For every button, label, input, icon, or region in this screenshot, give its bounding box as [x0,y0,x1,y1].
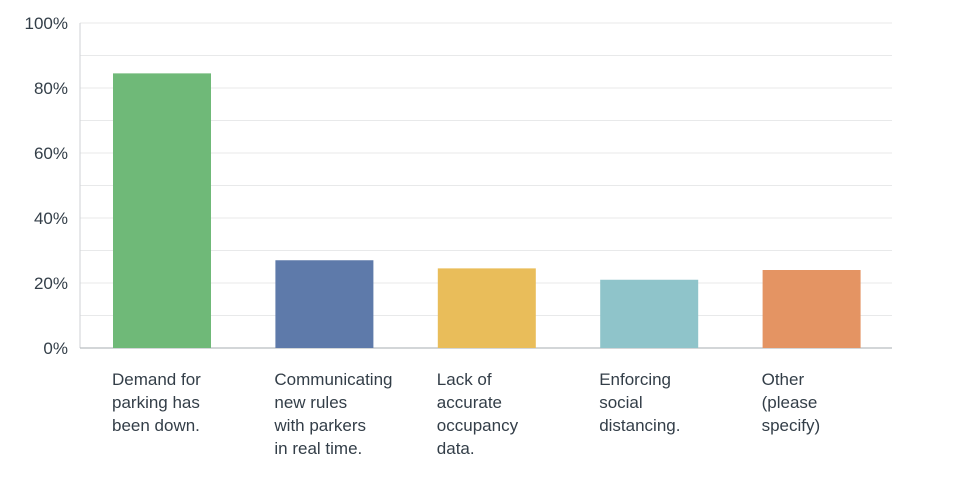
y-tick-label: 0% [43,339,68,358]
y-tick-label: 60% [34,144,68,163]
y-tick-label: 40% [34,209,68,228]
bars [113,73,861,348]
x-tick-label: Communicating new rules with parkers in rea… [273,370,392,458]
x-tick-label: Enforcing social distancing. [599,370,680,435]
y-tick-label: 20% [34,274,68,293]
x-tick-label: Other (please specify) [762,370,821,435]
bar [600,279,699,348]
bar [113,73,211,348]
x-axis-labels: Demand for parking has been down. Communica… [112,370,820,458]
y-axis-ticks: 0% 20% 40% 60% 80% 100% [25,14,68,358]
bar [437,268,536,348]
y-tick-label: 80% [34,79,68,98]
bar [762,270,861,348]
bar [275,260,374,348]
x-tick-label: Demand for parking has been down. [112,370,201,435]
gridlines [80,22,892,316]
y-tick-label: 100% [25,14,68,33]
x-tick-label: Lack of accurate occupancy data. [437,370,519,458]
